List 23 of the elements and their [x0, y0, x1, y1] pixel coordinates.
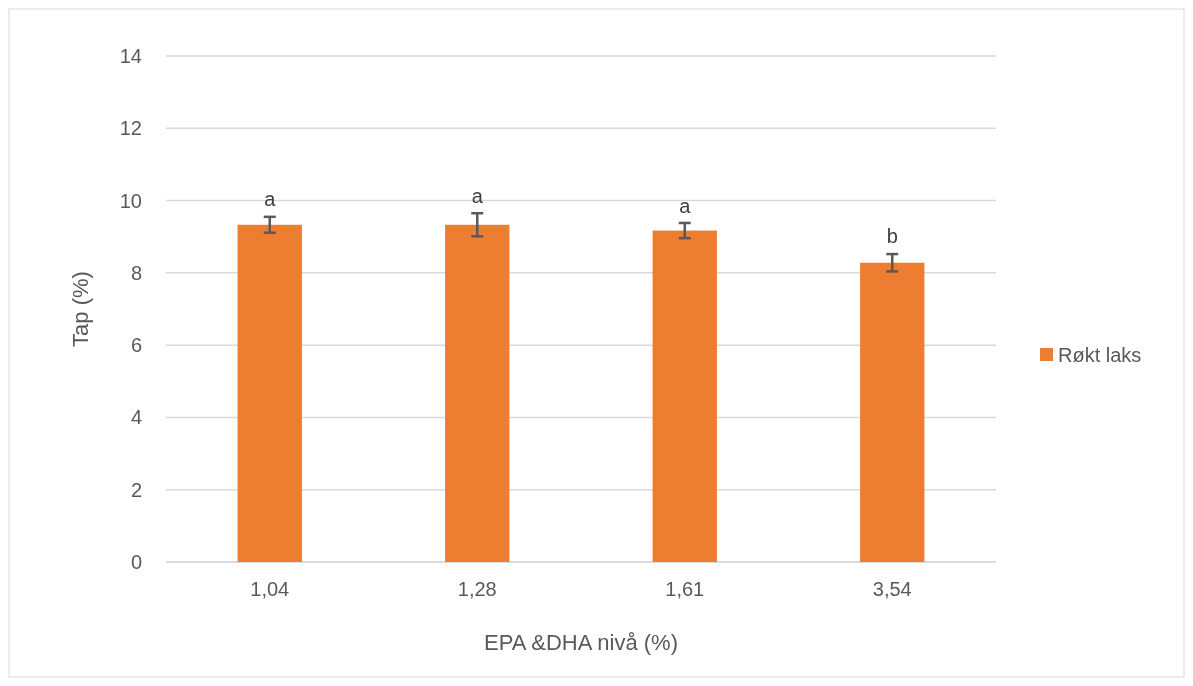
x-tick-label: 1,28 [457, 578, 497, 600]
y-tick-label: 6 [130, 334, 142, 357]
y-tick-label: 14 [119, 45, 142, 67]
x-tick-label: 1,04 [250, 578, 290, 600]
bar [445, 224, 510, 562]
y-tick-label: 4 [130, 406, 142, 429]
bar [860, 262, 925, 562]
y-tick-label: 10 [119, 189, 142, 212]
y-tick-label: 8 [130, 261, 142, 284]
y-tick-label: 2 [130, 478, 142, 501]
annotation: a [471, 184, 484, 207]
bar [237, 224, 302, 562]
legend-label: Røkt laks [1058, 344, 1142, 366]
x-axis-title: EPA &DHA nivå (%) [484, 630, 678, 655]
x-tick-label: 3,54 [872, 578, 912, 600]
x-tick-label: 1,61 [665, 578, 705, 600]
y-tick-label: 12 [119, 117, 142, 140]
y-tick-label: 0 [130, 551, 142, 573]
annotation: a [264, 188, 277, 211]
bar [652, 230, 717, 562]
annotation: a [679, 194, 692, 217]
y-axis-title: Tap (%) [68, 271, 93, 347]
annotation: b [886, 225, 898, 248]
